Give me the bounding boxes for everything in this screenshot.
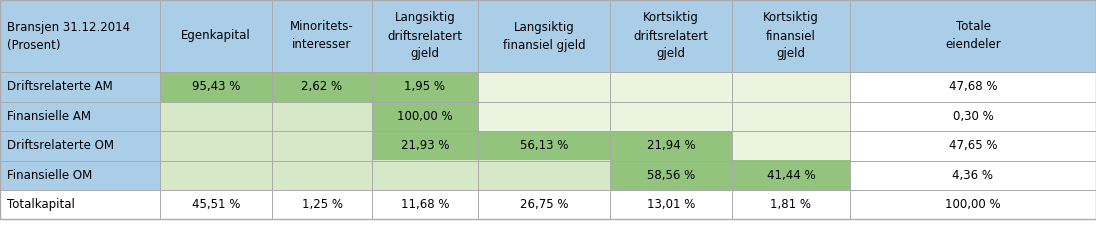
Bar [478,160,610,190]
Bar [610,101,732,131]
Bar [0,190,160,219]
Bar [610,190,732,219]
Bar [272,131,372,160]
Text: 2,62 %: 2,62 % [301,80,343,93]
Bar [372,131,478,160]
Bar [160,131,272,160]
Bar [850,160,1096,190]
Text: Langsiktig
driftsrelatert
gjeld: Langsiktig driftsrelatert gjeld [388,12,463,60]
Text: Minoritets-
interesser: Minoritets- interesser [290,21,354,52]
Bar [478,190,610,219]
Text: 47,68 %: 47,68 % [949,80,997,93]
Bar [850,190,1096,219]
Bar [372,72,478,101]
Bar [0,160,160,190]
Text: Bransjen 31.12.2014
(Prosent): Bransjen 31.12.2014 (Prosent) [7,21,130,52]
Text: 45,51 %: 45,51 % [192,198,240,211]
Bar [0,72,160,101]
Bar [272,160,372,190]
Bar [0,0,1096,72]
Bar [732,72,850,101]
Bar [478,101,610,131]
Text: 95,43 %: 95,43 % [192,80,240,93]
Bar [272,101,372,131]
Bar [732,131,850,160]
Text: 41,44 %: 41,44 % [767,169,815,182]
Bar [850,131,1096,160]
Bar [160,72,272,101]
Bar [272,190,372,219]
Text: 47,65 %: 47,65 % [949,139,997,152]
Bar [160,160,272,190]
Bar [0,131,160,160]
Bar [850,72,1096,101]
Text: Finansielle AM: Finansielle AM [7,110,91,123]
Bar [732,160,850,190]
Bar [272,72,372,101]
Text: 11,68 %: 11,68 % [401,198,449,211]
Text: 1,81 %: 1,81 % [770,198,811,211]
Bar [160,190,272,219]
Text: 13,01 %: 13,01 % [647,198,695,211]
Text: Totalkapital: Totalkapital [7,198,75,211]
Text: 1,95 %: 1,95 % [404,80,445,93]
Text: 0,30 %: 0,30 % [952,110,993,123]
Bar [732,190,850,219]
Bar [610,160,732,190]
Text: 100,00 %: 100,00 % [945,198,1001,211]
Text: 58,56 %: 58,56 % [647,169,695,182]
Bar [732,101,850,131]
Text: Egenkapital: Egenkapital [181,30,251,43]
Text: Totale
eiendeler: Totale eiendeler [945,21,1001,52]
Bar [610,72,732,101]
Text: 56,13 %: 56,13 % [520,139,568,152]
Text: 100,00 %: 100,00 % [397,110,453,123]
Text: 26,75 %: 26,75 % [520,198,568,211]
Bar [610,131,732,160]
Bar [478,72,610,101]
Text: Driftsrelaterte OM: Driftsrelaterte OM [7,139,114,152]
Text: 21,93 %: 21,93 % [401,139,449,152]
Text: 4,36 %: 4,36 % [952,169,993,182]
Bar [372,190,478,219]
Text: 1,25 %: 1,25 % [301,198,342,211]
Bar [372,101,478,131]
Bar [160,101,272,131]
Bar [0,101,160,131]
Text: 21,94 %: 21,94 % [647,139,695,152]
Bar [478,131,610,160]
Bar [850,101,1096,131]
Text: Driftsrelaterte AM: Driftsrelaterte AM [7,80,113,93]
Text: Kortsiktig
finansiel
gjeld: Kortsiktig finansiel gjeld [763,12,819,60]
Text: Kortsiktig
driftsrelatert
gjeld: Kortsiktig driftsrelatert gjeld [633,12,708,60]
Bar [372,160,478,190]
Text: Finansielle OM: Finansielle OM [7,169,92,182]
Text: Langsiktig
finansiel gjeld: Langsiktig finansiel gjeld [503,21,585,52]
